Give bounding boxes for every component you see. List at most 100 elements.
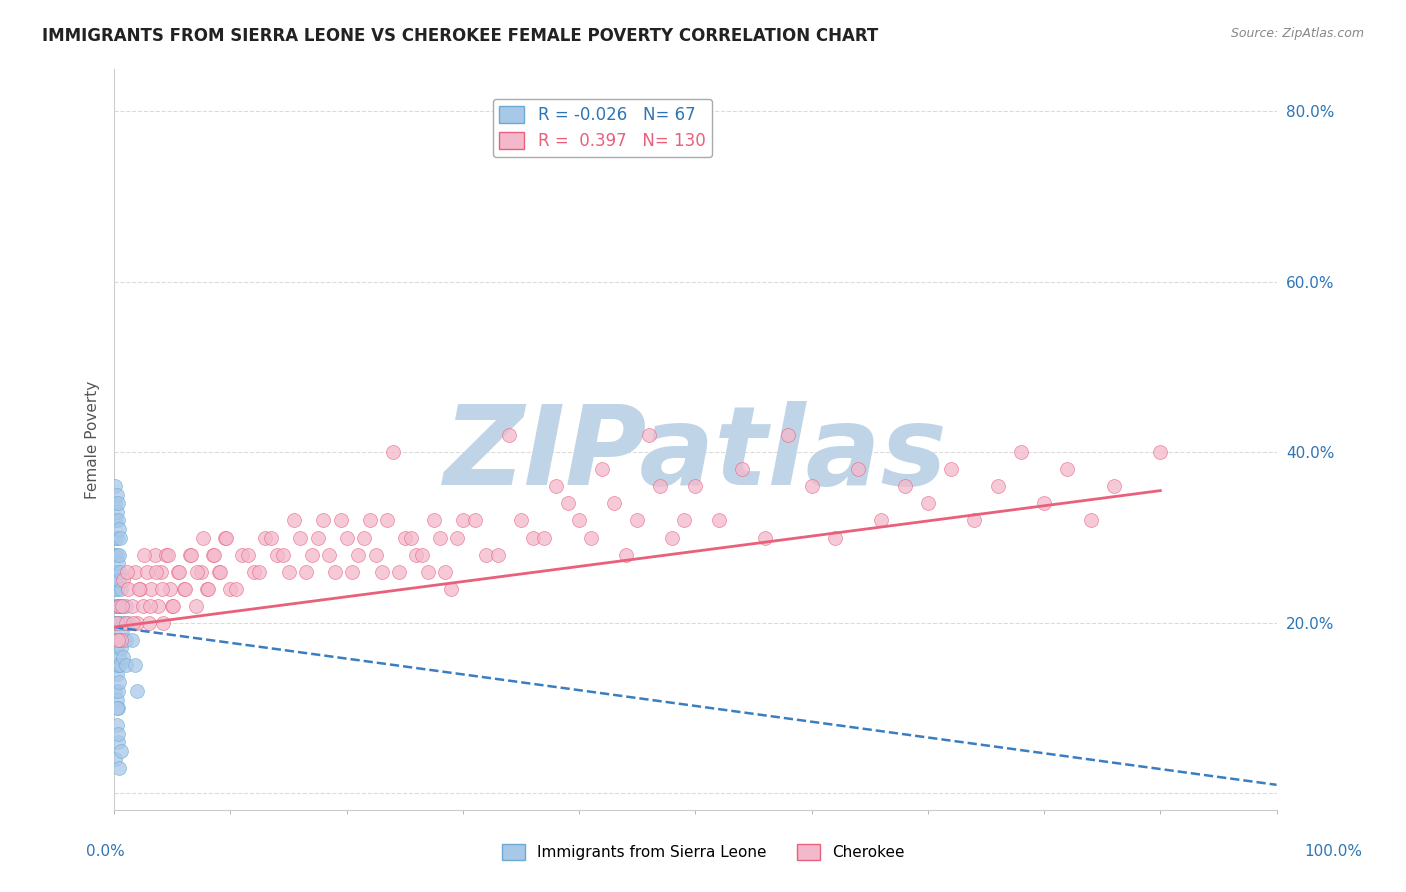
Point [108, 632, 131, 647]
Point [283, 513, 305, 527]
Point [121, 599, 143, 613]
Point [405, 548, 427, 562]
Point [104, 513, 127, 527]
Point [134, 548, 156, 562]
Point [893, 479, 915, 493]
Point [318, 548, 340, 562]
Point [104, 684, 127, 698]
Point [107, 496, 129, 510]
Point [108, 632, 131, 647]
Point [522, 531, 544, 545]
Point [202, 548, 225, 562]
Text: Source: ZipAtlas.com: Source: ZipAtlas.com [1230, 27, 1364, 40]
Point [105, 692, 128, 706]
Point [108, 599, 131, 613]
Point [271, 548, 294, 562]
Point [323, 565, 346, 579]
Point [108, 599, 131, 613]
Point [434, 565, 457, 579]
Point [107, 726, 129, 740]
Point [110, 615, 132, 630]
Point [1033, 496, 1056, 510]
Point [127, 615, 149, 630]
Point [105, 488, 128, 502]
Point [124, 565, 146, 579]
Point [215, 531, 238, 545]
Point [242, 565, 264, 579]
Point [486, 548, 509, 562]
Point [846, 462, 869, 476]
Point [1102, 479, 1125, 493]
Point [568, 513, 591, 527]
Point [307, 531, 329, 545]
Point [104, 531, 127, 545]
Point [446, 531, 468, 545]
Point [107, 513, 129, 527]
Point [105, 641, 128, 656]
Point [105, 701, 128, 715]
Point [105, 565, 128, 579]
Point [110, 632, 132, 647]
Point [110, 641, 132, 656]
Point [117, 615, 139, 630]
Point [112, 573, 135, 587]
Point [672, 513, 695, 527]
Point [1149, 445, 1171, 459]
Point [143, 548, 166, 562]
Point [603, 496, 626, 510]
Point [108, 761, 131, 775]
Point [162, 599, 184, 613]
Point [375, 513, 398, 527]
Point [114, 658, 136, 673]
Point [107, 684, 129, 698]
Point [214, 531, 236, 545]
Point [870, 513, 893, 527]
Point [778, 428, 800, 442]
Point [107, 632, 129, 647]
Point [105, 615, 128, 630]
Point [108, 522, 131, 536]
Point [754, 531, 776, 545]
Point [117, 582, 139, 596]
Point [416, 565, 439, 579]
Point [114, 632, 136, 647]
Point [156, 548, 179, 562]
Point [1010, 445, 1032, 459]
Point [111, 624, 134, 639]
Point [939, 462, 962, 476]
Point [382, 445, 405, 459]
Point [440, 582, 463, 596]
Point [661, 531, 683, 545]
Point [399, 531, 422, 545]
Point [111, 599, 134, 613]
Point [249, 565, 271, 579]
Point [336, 531, 359, 545]
Point [155, 548, 177, 562]
Point [179, 548, 201, 562]
Point [987, 479, 1010, 493]
Point [800, 479, 823, 493]
Point [533, 531, 555, 545]
Point [463, 513, 485, 527]
Point [184, 599, 207, 613]
Point [162, 599, 184, 613]
Point [301, 548, 323, 562]
Point [145, 565, 167, 579]
Text: IMMIGRANTS FROM SIERRA LEONE VS CHEROKEE FEMALE POVERTY CORRELATION CHART: IMMIGRANTS FROM SIERRA LEONE VS CHEROKEE… [42, 27, 879, 45]
Point [451, 513, 474, 527]
Point [347, 548, 370, 562]
Point [110, 744, 132, 758]
Point [105, 505, 128, 519]
Point [111, 599, 134, 613]
Point [638, 428, 661, 442]
Point [685, 479, 707, 493]
Point [208, 565, 231, 579]
Point [225, 582, 247, 596]
Text: 0.0%: 0.0% [86, 845, 125, 859]
Point [107, 615, 129, 630]
Point [107, 632, 129, 647]
Point [114, 615, 136, 630]
Point [104, 582, 127, 596]
Point [105, 582, 128, 596]
Point [557, 496, 579, 510]
